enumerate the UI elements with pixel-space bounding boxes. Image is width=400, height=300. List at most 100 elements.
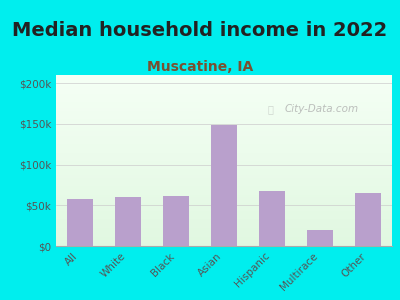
Bar: [56, 215, 392, 216]
Bar: [56, 236, 392, 237]
Bar: [56, 161, 392, 162]
Bar: [56, 95, 392, 96]
Bar: [56, 221, 392, 222]
Bar: [56, 87, 392, 88]
Bar: [56, 190, 392, 191]
Bar: [56, 235, 392, 236]
Bar: [56, 205, 392, 206]
Bar: [56, 202, 392, 203]
Bar: [211, 125, 237, 246]
Bar: [56, 179, 392, 180]
Bar: [56, 112, 392, 113]
Bar: [56, 168, 392, 169]
Bar: [56, 177, 392, 178]
Bar: [56, 79, 392, 80]
Bar: [56, 114, 392, 115]
Bar: [56, 123, 392, 124]
Bar: [56, 157, 392, 158]
Bar: [56, 144, 392, 145]
Bar: [56, 233, 392, 234]
Bar: [56, 167, 392, 168]
Bar: [56, 213, 392, 214]
Bar: [56, 178, 392, 179]
Text: Median household income in 2022: Median household income in 2022: [12, 21, 388, 40]
Bar: [56, 243, 392, 244]
Bar: [56, 107, 392, 108]
Bar: [56, 192, 392, 193]
Bar: [56, 198, 392, 199]
Bar: [56, 101, 392, 102]
Bar: [56, 163, 392, 164]
Bar: [56, 226, 392, 227]
Bar: [56, 92, 392, 93]
Text: Muscatine, IA: Muscatine, IA: [147, 60, 253, 74]
Bar: [163, 196, 189, 246]
Bar: [56, 214, 392, 215]
Bar: [56, 106, 392, 107]
Bar: [56, 232, 392, 233]
Bar: [56, 91, 392, 92]
Bar: [56, 195, 392, 196]
Bar: [56, 206, 392, 207]
Bar: [56, 197, 392, 198]
Bar: [56, 208, 392, 209]
Bar: [56, 80, 392, 81]
Bar: [56, 132, 392, 133]
Bar: [56, 115, 392, 116]
Bar: [56, 237, 392, 238]
Bar: [56, 224, 392, 225]
Bar: [56, 142, 392, 143]
Bar: [56, 202, 392, 203]
Bar: [56, 109, 392, 110]
Bar: [56, 153, 392, 154]
Bar: [56, 211, 392, 212]
Bar: [56, 187, 392, 188]
Bar: [56, 81, 392, 82]
Bar: [56, 166, 392, 167]
Bar: [56, 148, 392, 149]
Bar: [56, 160, 392, 161]
Bar: [56, 118, 392, 119]
Bar: [56, 97, 392, 98]
Bar: [56, 199, 392, 200]
Bar: [56, 108, 392, 109]
Bar: [259, 190, 285, 246]
Bar: [56, 220, 392, 221]
Bar: [56, 223, 392, 224]
Bar: [56, 239, 392, 240]
Bar: [56, 83, 392, 84]
Bar: [56, 189, 392, 190]
Bar: [56, 234, 392, 235]
Bar: [56, 93, 392, 94]
Bar: [56, 89, 392, 90]
Bar: [56, 151, 392, 152]
Bar: [56, 174, 392, 175]
Bar: [56, 77, 392, 78]
Bar: [56, 119, 392, 120]
Bar: [56, 201, 392, 202]
Bar: [56, 173, 392, 174]
Bar: [56, 82, 392, 83]
Bar: [56, 158, 392, 159]
Bar: [56, 225, 392, 226]
Bar: [56, 240, 392, 241]
Bar: [56, 120, 392, 121]
Bar: [56, 219, 392, 220]
Bar: [56, 150, 392, 151]
Bar: [56, 125, 392, 126]
Bar: [56, 122, 392, 123]
Bar: [56, 145, 392, 146]
Bar: [56, 172, 392, 173]
Bar: [56, 149, 392, 150]
Bar: [56, 216, 392, 217]
Bar: [56, 209, 392, 210]
Bar: [56, 143, 392, 144]
Bar: [56, 100, 392, 101]
Bar: [56, 76, 392, 77]
Bar: [56, 88, 392, 89]
Bar: [56, 130, 392, 131]
Bar: [115, 197, 141, 246]
Bar: [56, 134, 392, 135]
Bar: [56, 184, 392, 185]
Bar: [56, 245, 392, 246]
